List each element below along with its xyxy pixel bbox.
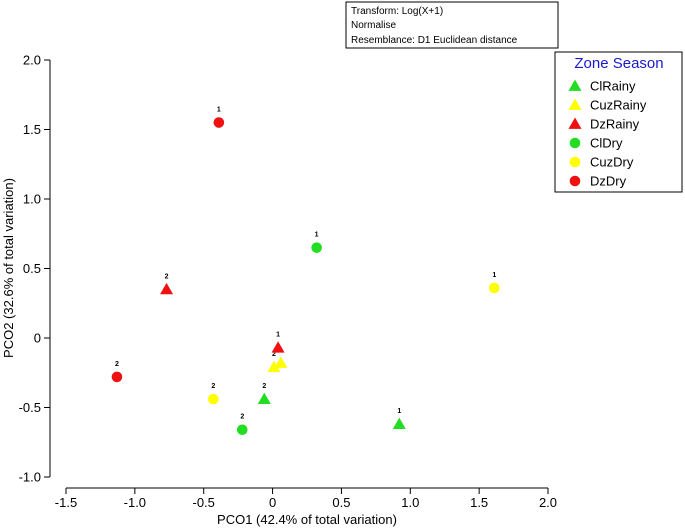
- point-label-dzdry-2: 2: [115, 361, 119, 368]
- point-label-cuzdry-2: 2: [211, 383, 215, 390]
- x-axis-ticks: -1.5 -1.0 -0.5 0 0.5 1.0 1.5 2.0: [55, 488, 557, 510]
- legend-items: ClRainy CuzRainy DzRainy ClDry CuzDry DzDry: [568, 79, 647, 189]
- y-axis-ticks: -1.0 -0.5 0 0.5 1.0 1.5 2.0: [19, 53, 50, 485]
- point-cuzdry-1: [488, 282, 500, 294]
- point-dzdry-1: [213, 117, 225, 128]
- legend-title: Zone Season: [574, 55, 663, 72]
- notes-box: Transform: Log(X+1) Normalise Resemblanc…: [345, 1, 559, 49]
- note-resemblance: Resemblance: D1 Euclidean distance: [351, 35, 518, 46]
- point-label-dzdry-1: 1: [217, 107, 221, 114]
- x-axis-title: PCO1 (42.4% of total variation): [217, 512, 397, 527]
- y-tick-label-2-0: 2.0: [23, 53, 41, 68]
- y-tick-label-1-0: 1.0: [23, 192, 41, 207]
- legend-label-clrainy: ClRainy: [590, 79, 636, 94]
- point-label-clrainy-1: 1: [397, 408, 401, 415]
- x-tick-label-1-0: 1.0: [401, 495, 419, 510]
- legend-marker-clrainy: [568, 79, 582, 91]
- legend-marker-cuzrainy: [568, 98, 582, 110]
- point-label-dzrainy-1: 1: [276, 332, 280, 339]
- point-cuzrainy-2: [267, 360, 281, 373]
- x-tick-label-0: 0: [269, 495, 276, 510]
- legend-marker-cldry: [569, 137, 581, 149]
- legend-label-dzrainy: DzRainy: [590, 117, 640, 132]
- x-tick-label-2-0: 2.0: [539, 495, 557, 510]
- y-tick-label-1-5: 1.5: [23, 122, 41, 137]
- note-transform: Transform: Log(X+1): [351, 6, 443, 17]
- legend: Zone Season ClRainyCuzRainyDzRainyClDryC…: [554, 51, 683, 193]
- legend-marker-dzdry: [569, 175, 581, 187]
- y-tick-label-0-5: -0.5: [19, 400, 41, 415]
- x-tick-label-1-5: -1.5: [55, 495, 77, 510]
- x-tick-label-1-5: 1.5: [470, 495, 488, 510]
- legend-label-cuzdry: CuzDry: [590, 155, 634, 170]
- legend-label-cldry: ClDry: [590, 136, 623, 151]
- y-tick-label-0-5: 0.5: [23, 261, 41, 276]
- point-clrainy-2: [257, 392, 271, 405]
- x-tick-label-0-5: -0.5: [193, 495, 215, 510]
- point-label-clrainy-2: 2: [262, 383, 266, 390]
- point-dzdry-2: [111, 371, 123, 383]
- y-tick-label-0: 0: [34, 331, 41, 346]
- data-points: 121212121212: [111, 107, 500, 436]
- legend-label-dzdry: DzDry: [590, 174, 627, 189]
- point-label-cldry-1: 1: [315, 232, 319, 239]
- legend-label-cuzrainy: CuzRainy: [590, 98, 647, 113]
- y-axis-title: PCO2 (32.6% of total variation): [1, 178, 16, 358]
- point-label-cldry-2: 2: [240, 414, 244, 421]
- point-label-cuzdry-1: 1: [492, 272, 496, 279]
- legend-marker-cuzdry: [569, 156, 581, 168]
- point-clrainy-1: [392, 417, 406, 430]
- point-label-cuzrainy-2: 2: [272, 351, 276, 358]
- point-cuzrainy-1: [274, 356, 288, 368]
- note-normalise: Normalise: [351, 20, 396, 31]
- point-cuzdry-2: [208, 393, 219, 405]
- point-cldry-1: [311, 242, 322, 253]
- point-cldry-2: [236, 424, 248, 436]
- y-tick-label-1-0: -1.0: [19, 470, 41, 485]
- point-label-dzrainy-2: 2: [165, 273, 169, 280]
- x-tick-label-0-5: 0.5: [332, 495, 350, 510]
- point-dzrainy-1: [271, 341, 285, 353]
- x-tick-label-1-0: -1.0: [124, 495, 146, 510]
- point-dzrainy-2: [160, 282, 174, 295]
- legend-marker-dzrainy: [568, 117, 582, 129]
- notes-box-frame: [345, 1, 559, 49]
